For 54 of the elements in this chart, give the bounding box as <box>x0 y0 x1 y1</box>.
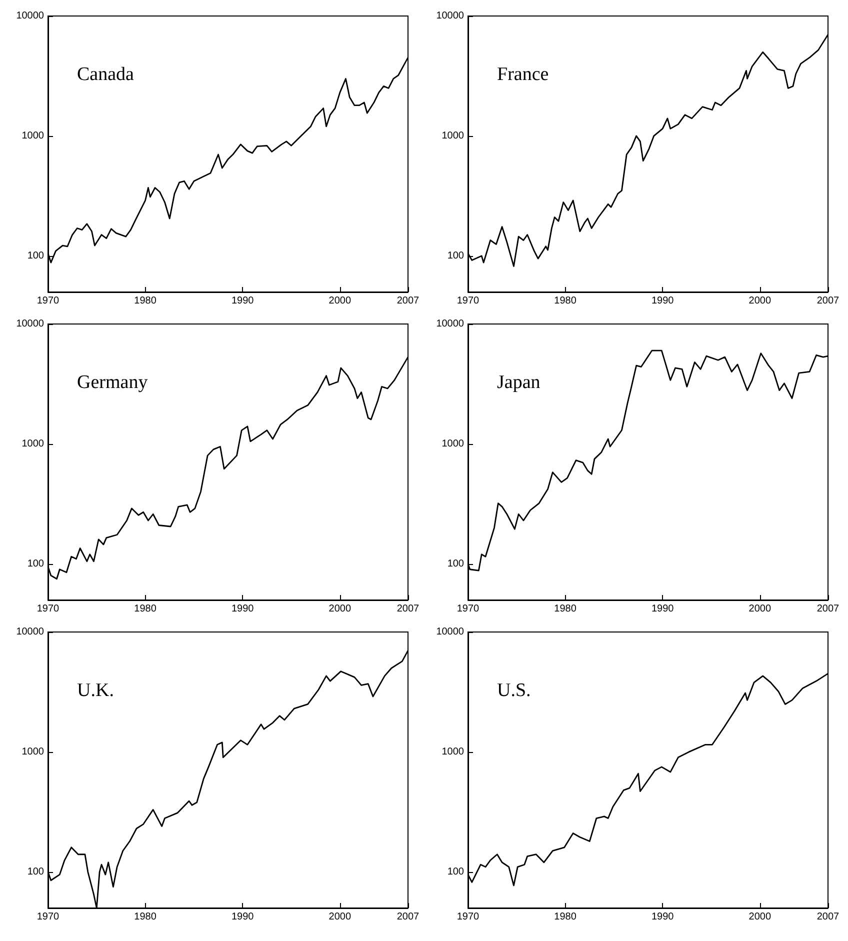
x-tick-label: 1990 <box>231 604 254 614</box>
x-tick-label: 1970 <box>36 912 60 922</box>
x-tick-label: 2007 <box>816 604 840 614</box>
x-tick-label: 1970 <box>36 296 60 306</box>
y-tick-label: 10000 <box>16 626 44 638</box>
x-tick-label: 2007 <box>396 296 420 306</box>
text: U.S. <box>497 680 531 701</box>
text: Japan <box>497 372 541 393</box>
text: Canada <box>77 64 135 85</box>
x-tick-label: 2000 <box>748 912 772 922</box>
x-tick-label: 1970 <box>456 296 480 306</box>
y-tick-label: 10000 <box>436 10 464 22</box>
y-tick-label: 1000 <box>22 130 44 142</box>
x-tick-label: 2007 <box>396 912 420 922</box>
y-tick-label: 10000 <box>436 626 464 638</box>
x-tick-label: 1970 <box>456 604 480 614</box>
y-tick-label: 100 <box>27 250 44 262</box>
x-tick-label: 2007 <box>816 296 840 306</box>
x-tick-label: 2000 <box>748 604 772 614</box>
text: France <box>497 64 549 85</box>
x-tick-label: 1990 <box>231 296 254 306</box>
x-tick-label: 1970 <box>456 912 480 922</box>
y-tick-label: 10000 <box>436 318 464 330</box>
x-tick-label: 2000 <box>328 912 352 922</box>
x-tick-label: 1980 <box>554 296 577 306</box>
y-tick-label: 1000 <box>442 130 464 142</box>
y-tick-label: 10000 <box>16 10 44 22</box>
x-tick-label: 1980 <box>134 912 157 922</box>
x-tick-label: 1990 <box>651 296 674 306</box>
x-tick-label: 2000 <box>328 296 352 306</box>
y-tick-label: 1000 <box>442 438 464 450</box>
x-tick-label: 1990 <box>231 912 254 922</box>
x-tick-label: 2000 <box>748 296 772 306</box>
x-tick-label: 1990 <box>651 912 674 922</box>
y-tick-label: 100 <box>447 250 464 262</box>
x-tick-label: 1980 <box>134 296 157 306</box>
x-tick-label: 1980 <box>554 604 577 614</box>
y-tick-label: 100 <box>447 558 464 570</box>
y-tick-label: 1000 <box>22 746 44 758</box>
text: U.K. <box>77 680 114 701</box>
x-tick-label: 2007 <box>396 604 420 614</box>
x-tick-label: 1970 <box>36 604 60 614</box>
x-tick-label: 2000 <box>328 604 352 614</box>
y-tick-label: 100 <box>27 866 44 878</box>
y-tick-label: 1000 <box>442 746 464 758</box>
x-tick-label: 1990 <box>651 604 674 614</box>
y-tick-label: 10000 <box>16 318 44 330</box>
y-tick-label: 100 <box>27 558 44 570</box>
y-tick-label: 100 <box>447 866 464 878</box>
y-tick-label: 1000 <box>22 438 44 450</box>
x-tick-label: 1980 <box>554 912 577 922</box>
x-tick-label: 1980 <box>134 604 157 614</box>
x-tick-label: 2007 <box>816 912 840 922</box>
text: Germany <box>77 372 148 393</box>
